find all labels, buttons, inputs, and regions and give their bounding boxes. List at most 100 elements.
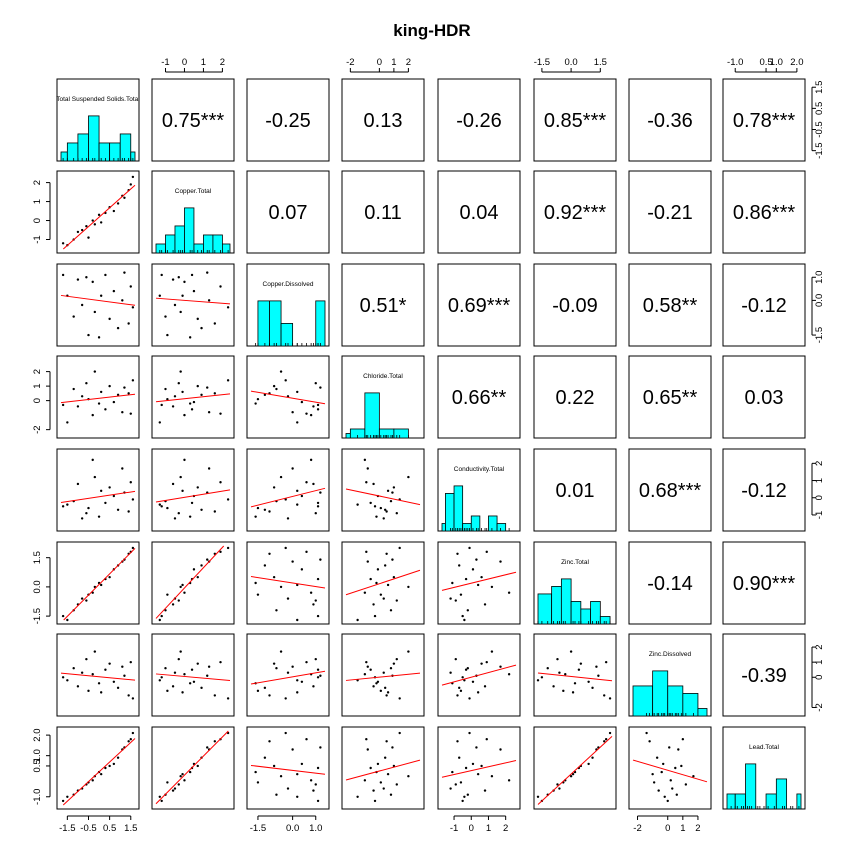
scatter-point xyxy=(127,694,130,697)
scatter-point xyxy=(104,273,107,277)
scatter-point xyxy=(166,506,169,510)
scatter-point xyxy=(556,783,559,786)
scatter-point xyxy=(66,503,69,506)
scatter-point xyxy=(379,506,383,510)
scatter-point xyxy=(279,775,283,778)
scatter-point xyxy=(309,413,313,417)
scatter-point xyxy=(131,546,135,550)
panel-frame xyxy=(722,263,806,347)
panel-frame xyxy=(722,448,806,532)
scatter-point xyxy=(316,614,320,618)
correlation-label: 0.75*** xyxy=(162,110,224,132)
scatter-point xyxy=(471,680,475,683)
panel-5-5: Zinc.Total xyxy=(533,541,617,625)
scatter-point xyxy=(219,412,222,415)
scatter-point xyxy=(181,772,184,776)
scatter-point xyxy=(256,781,260,784)
scatter-point xyxy=(395,599,398,602)
scatter-point xyxy=(116,393,120,397)
scatter-point xyxy=(591,756,594,759)
scatter-point xyxy=(129,412,132,415)
scatter-point xyxy=(177,783,180,786)
variable-name: Zinc.Dissolved xyxy=(649,651,692,658)
bottom-axis-0: -1.5 -0.5 0.5 1.5 xyxy=(59,815,137,834)
panel-7-3 xyxy=(341,726,425,810)
scatter-point xyxy=(536,795,540,798)
scatter-point xyxy=(595,665,598,668)
right-axis-2: -1.5 0.0 1.0 xyxy=(811,271,825,343)
scatter-point xyxy=(375,515,378,518)
tick-label: -1 xyxy=(32,235,43,243)
tick-label: 2 xyxy=(814,461,825,466)
scatter-point xyxy=(206,386,209,389)
panel-frame xyxy=(722,355,806,439)
scatter-point xyxy=(188,682,192,685)
scatter-point xyxy=(166,781,169,784)
scatter-point xyxy=(192,680,196,683)
regression-line xyxy=(155,489,231,503)
scatter-point xyxy=(558,671,561,674)
panel-frame xyxy=(151,726,235,810)
panel-4-4: Conductivity.Total xyxy=(437,448,521,532)
panel-6-7: -0.39 xyxy=(722,633,806,717)
scatter-point xyxy=(226,306,230,309)
top-axis-5: -1.5 0.0 1.5 xyxy=(534,57,607,73)
scatter-point xyxy=(476,691,480,694)
scatter-point xyxy=(164,609,167,612)
scatter-point xyxy=(464,577,468,581)
panel-frame xyxy=(246,78,330,162)
scatter-point xyxy=(296,618,299,622)
tick-label: 1 xyxy=(32,199,43,204)
tick-label: 0 xyxy=(469,823,474,834)
scatter-point xyxy=(99,390,103,394)
scatter-point xyxy=(382,517,385,520)
scatter-point xyxy=(392,486,396,489)
scatter-point xyxy=(131,731,135,735)
scatter-point xyxy=(291,665,294,668)
panel-frame xyxy=(722,78,806,162)
scatter-point xyxy=(256,397,260,401)
scatter-point xyxy=(449,597,452,600)
scatter-point xyxy=(379,593,383,596)
scatter-point xyxy=(171,405,175,408)
scatter-point xyxy=(485,550,488,554)
scatter-point xyxy=(254,770,257,774)
tick-label: -1.5 xyxy=(32,608,43,624)
scatter-point xyxy=(97,213,101,217)
scatter-point xyxy=(312,603,315,606)
scatter-point xyxy=(604,660,608,664)
correlation-label: 0.07 xyxy=(269,202,308,224)
scatter-point xyxy=(655,756,659,759)
scatter-point xyxy=(179,475,182,479)
right-axis-6: -2 0 1 2 xyxy=(811,644,825,712)
correlation-label: 0.04 xyxy=(460,202,499,224)
tick-label: 1 xyxy=(32,383,43,388)
histogram-bar xyxy=(580,608,591,625)
scatter-point xyxy=(108,575,111,579)
scatter-point xyxy=(459,593,463,596)
scatter-point xyxy=(173,517,177,520)
scatter-point xyxy=(272,662,276,665)
scatter-point xyxy=(131,175,135,179)
scatter-point xyxy=(356,795,359,798)
scatter-point xyxy=(192,289,196,293)
scatter-point xyxy=(284,379,287,382)
scatter-point xyxy=(392,575,396,579)
scatter-point xyxy=(657,789,660,792)
scatter-point xyxy=(291,560,294,563)
scatter-point xyxy=(190,408,194,411)
correlation-label: -0.36 xyxy=(647,110,693,132)
scatter-point xyxy=(104,408,107,411)
histogram-bar xyxy=(174,225,185,254)
scatter-point xyxy=(131,697,135,700)
scatter-point xyxy=(463,618,466,622)
scatter-point xyxy=(196,575,199,579)
regression-line xyxy=(250,576,326,589)
panel-3-7: 0.03 xyxy=(722,355,806,439)
scatter-point xyxy=(552,685,555,688)
panel-frame xyxy=(437,170,521,254)
scatter-point xyxy=(196,486,199,489)
scatter-point xyxy=(284,498,287,501)
scatter-point xyxy=(129,738,132,741)
scatter-point xyxy=(85,276,88,279)
